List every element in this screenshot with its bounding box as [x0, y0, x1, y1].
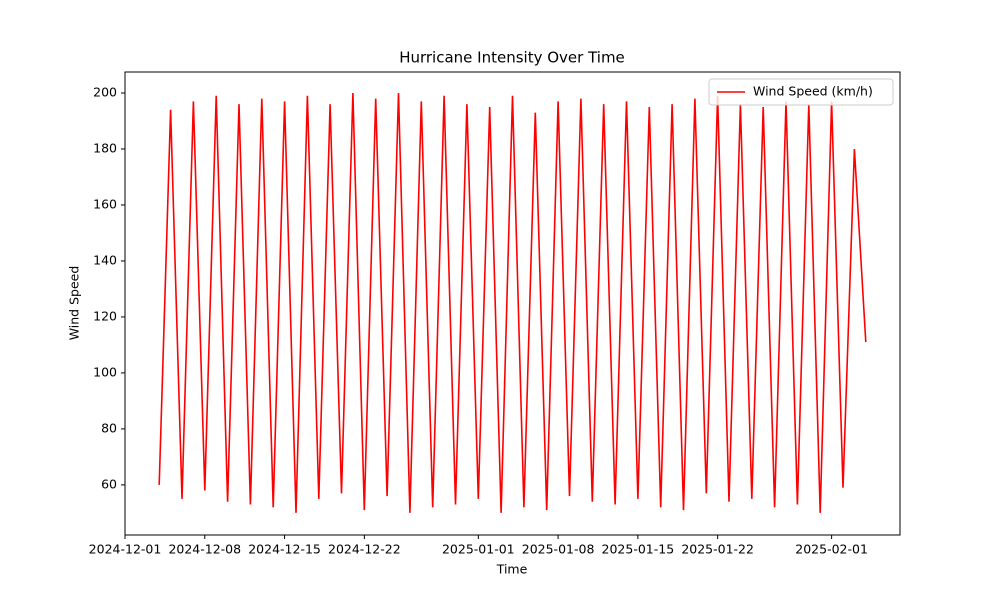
x-tick-label: 2025-01-15 — [602, 542, 675, 557]
x-axis-label: Time — [496, 562, 528, 577]
x-tick-label: 2024-12-15 — [248, 542, 321, 557]
y-tick-label: 80 — [101, 420, 117, 435]
plot-frame — [124, 71, 901, 536]
x-tick-label: 2025-01-22 — [681, 542, 754, 557]
x-tick-label: 2025-01-01 — [442, 542, 515, 557]
y-axis-label: Wind Speed — [67, 266, 82, 341]
x-tick-label: 2024-12-01 — [89, 542, 162, 557]
legend-box — [708, 78, 894, 106]
x-tick-label: 2025-02-01 — [795, 542, 868, 557]
y-tick-label: 200 — [93, 84, 117, 99]
line-series — [158, 92, 867, 513]
y-tick-label: 180 — [93, 140, 117, 155]
y-tick-label: 100 — [93, 364, 117, 379]
x-tick-label: 2024-12-08 — [168, 542, 241, 557]
y-tick-label: 120 — [93, 308, 117, 323]
y-tick-label: 140 — [93, 252, 117, 267]
chart-title: Hurricane Intensity Over Time — [399, 49, 625, 67]
legend-label: Wind Speed (km/h) — [753, 84, 873, 99]
x-tick-label: 2025-01-08 — [522, 542, 595, 557]
x-tick-label: 2024-12-22 — [328, 542, 401, 557]
y-tick-label: 160 — [93, 196, 117, 211]
y-tick-label: 60 — [101, 476, 117, 491]
